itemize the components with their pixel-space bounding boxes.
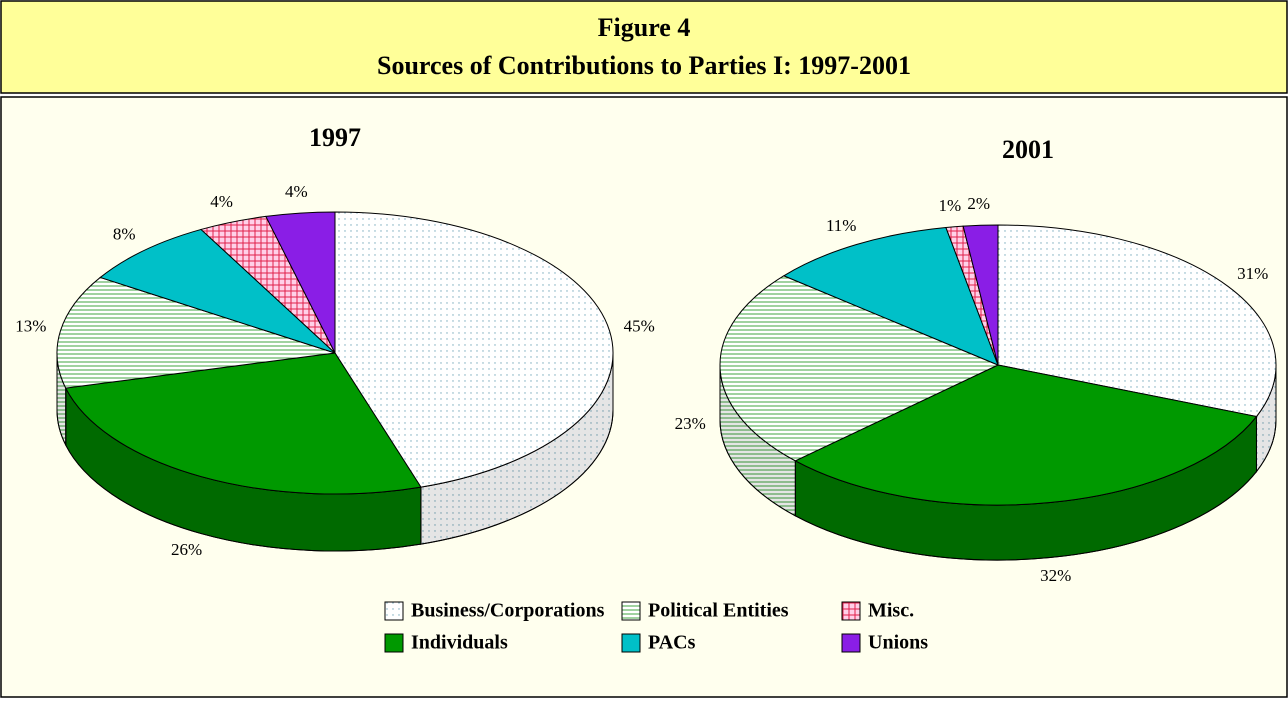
value-label: 23%	[675, 414, 706, 433]
legend-swatch	[384, 633, 404, 653]
header-box	[0, 0, 1288, 94]
legend-label: Individuals	[411, 632, 508, 654]
value-label: 1%	[938, 196, 961, 215]
pie-slice	[99, 228, 336, 354]
legend-swatch	[841, 601, 861, 621]
legend-swatch	[621, 633, 641, 653]
legend-swatch	[384, 601, 404, 621]
legend-label: Unions	[868, 632, 928, 654]
pie-slice	[64, 352, 422, 495]
pie-slice	[334, 211, 614, 488]
legend: Business/Corporations Individuals Politica…	[384, 600, 928, 654]
value-label: 26%	[171, 540, 202, 559]
figure-title: Sources of Contributions to Parties I: 1…	[377, 51, 911, 80]
value-label: 45%	[624, 317, 655, 336]
value-label: 4%	[285, 182, 308, 201]
legend-label: Business/Corporations	[411, 600, 605, 622]
value-label: 31%	[1237, 264, 1268, 283]
pie-slice	[56, 276, 336, 389]
legend-label: PACs	[648, 632, 696, 654]
pie-slice	[962, 224, 999, 366]
pie-slice	[794, 364, 1258, 506]
pie-slice	[265, 211, 336, 354]
pie-title: 2001	[1002, 135, 1054, 164]
value-label: 8%	[113, 225, 136, 244]
pie-title: 1997	[309, 123, 361, 152]
pie-slice	[719, 275, 1000, 462]
value-label: 4%	[210, 192, 233, 211]
value-label: 13%	[15, 317, 46, 336]
legend-swatch	[841, 633, 861, 653]
figure-label: Figure 4	[598, 13, 691, 42]
legend-label: Political Entities	[648, 600, 789, 622]
value-label: 32%	[1040, 566, 1071, 585]
pie-slice	[997, 224, 1277, 418]
value-label: 2%	[967, 194, 990, 213]
legend-swatch	[621, 601, 641, 621]
legend-label: Misc.	[868, 600, 914, 622]
value-label: 11%	[826, 216, 857, 235]
pie-slice	[782, 226, 999, 366]
